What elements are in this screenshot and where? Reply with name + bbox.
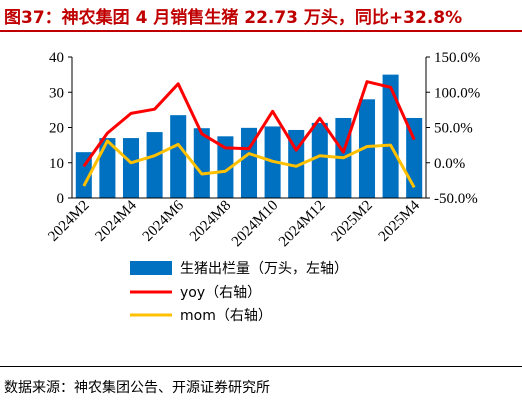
legend-swatch-bar	[130, 261, 172, 275]
legend-label: 生猪出栏量（万头，左轴）	[180, 261, 348, 277]
source-rule	[0, 366, 522, 367]
left-tick-label: 10	[49, 156, 64, 172]
legend-label: mom（右轴）	[180, 308, 272, 324]
series-line-yoy	[82, 80, 416, 168]
bar-2024M6	[170, 115, 187, 198]
bar-2024M9	[240, 127, 258, 198]
x-tick-label: 2025M4	[376, 197, 424, 245]
left-tick-label: 30	[49, 85, 64, 101]
x-tick-label: 2024M6	[140, 197, 188, 245]
right-tick-label: 50.0%	[434, 121, 473, 137]
left-tick-label: 0	[57, 191, 65, 207]
x-tick-label: 2024M2	[45, 198, 92, 245]
right-tick-label: 150.0%	[434, 50, 480, 66]
legend-label: yoy（右轴）	[180, 285, 261, 301]
chart: 0 10 20 30 40 -50.0% 0.0% 50.0% 100.0% 150.0% 2024…	[45, 50, 480, 324]
x-tick-label: 2024M12	[276, 198, 329, 251]
bar-2024M7	[193, 128, 210, 198]
left-tick-label: 40	[49, 50, 64, 66]
bar-2025M2	[358, 99, 376, 198]
series-line-mom	[82, 139, 416, 189]
right-tick-label: 100.0%	[434, 85, 480, 101]
source-note: 数据来源：神农集团公告、开源证券研究所	[4, 380, 270, 396]
x-tick-label: 2024M10	[229, 198, 282, 251]
bar-2024M8	[217, 136, 234, 198]
x-tick-label: 2025M2	[329, 198, 376, 245]
title-rule	[0, 30, 522, 32]
bar-2024M3	[99, 138, 116, 198]
bar-2024M12	[311, 122, 328, 198]
right-tick-label: -50.0%	[434, 191, 478, 207]
left-tick-label: 20	[49, 121, 64, 137]
right-tick-label: 0.0%	[434, 156, 465, 172]
bar-2025M3	[382, 74, 399, 198]
bar-2024M2	[75, 152, 92, 198]
x-tick-label: 2024M8	[187, 198, 234, 245]
x-tick-label: 2024M4	[93, 197, 141, 245]
chart-title: 图37：神农集团 4 月销售生猪 22.73 万头，同比+32.8%	[4, 8, 463, 28]
bar-2024M4	[122, 138, 140, 198]
bar-2024M5	[146, 132, 163, 198]
